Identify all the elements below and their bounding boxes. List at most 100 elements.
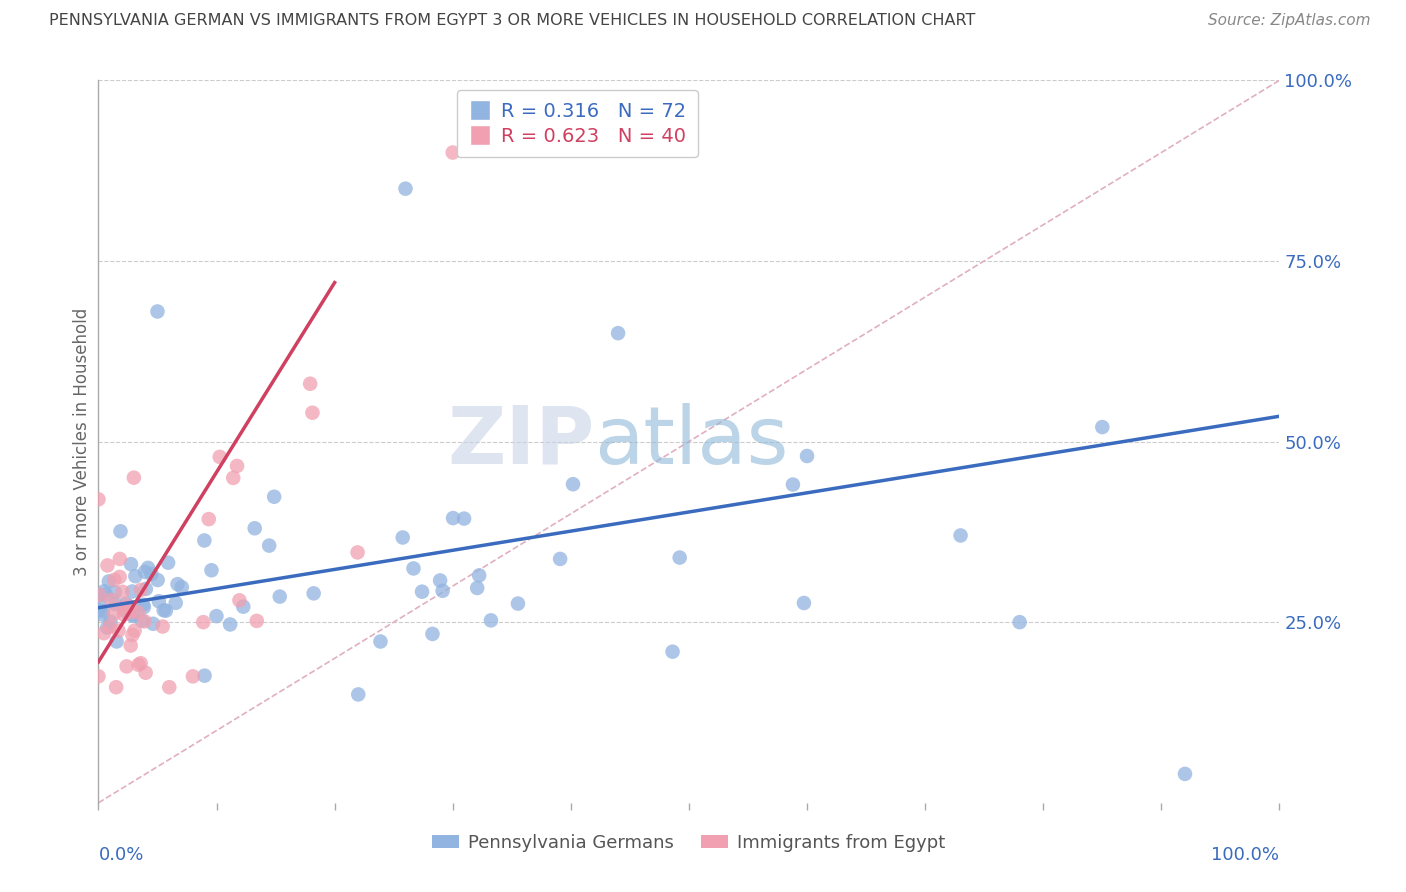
Point: [115, 659, 138, 673]
Point: [411, 584, 433, 599]
Point: [104, 585, 127, 599]
Point: [103, 607, 125, 621]
Point: [668, 550, 690, 565]
Point: [302, 586, 325, 600]
Point: [949, 528, 972, 542]
Point: [607, 326, 630, 340]
Point: [506, 597, 529, 611]
Point: [796, 449, 818, 463]
Point: [121, 584, 143, 599]
Point: [114, 604, 136, 618]
Point: [127, 605, 149, 619]
Point: [108, 570, 131, 584]
Point: [205, 609, 228, 624]
Y-axis label: 3 or more Vehicles in Household: 3 or more Vehicles in Household: [73, 308, 91, 575]
Point: [91, 607, 114, 622]
Point: [120, 557, 142, 571]
Point: [100, 593, 122, 607]
Point: [194, 668, 217, 682]
Point: [146, 573, 169, 587]
Point: [222, 471, 245, 485]
Text: 0.0%: 0.0%: [98, 847, 143, 864]
Point: [124, 624, 146, 638]
Point: [453, 511, 475, 525]
Point: [1174, 767, 1197, 781]
Point: [301, 406, 323, 420]
Point: [562, 477, 585, 491]
Point: [263, 490, 285, 504]
Point: [87, 492, 110, 507]
Point: [104, 597, 127, 611]
Point: [135, 665, 157, 680]
Point: [1008, 615, 1031, 630]
Point: [129, 657, 152, 671]
Point: [93, 626, 115, 640]
Point: [105, 680, 128, 694]
Point: [115, 599, 138, 613]
Point: [208, 450, 231, 464]
Point: [136, 561, 159, 575]
Point: [87, 603, 110, 617]
Point: [89, 588, 111, 602]
Point: [219, 617, 242, 632]
Point: [157, 680, 180, 694]
Point: [87, 669, 110, 683]
Point: [124, 569, 146, 583]
Point: [166, 577, 188, 591]
Point: [132, 600, 155, 615]
Point: [107, 624, 129, 638]
Point: [402, 561, 425, 575]
Point: [132, 598, 155, 612]
Point: [129, 582, 152, 597]
Point: [465, 581, 488, 595]
Point: [90, 599, 112, 614]
Point: [112, 607, 135, 622]
Point: [1091, 420, 1114, 434]
Point: [200, 563, 222, 577]
Point: [548, 552, 571, 566]
Point: [232, 599, 254, 614]
Point: [148, 594, 170, 608]
Point: [782, 477, 804, 491]
Legend: Pennsylvania Germans, Immigrants from Egypt: Pennsylvania Germans, Immigrants from Eg…: [425, 826, 953, 859]
Point: [269, 590, 291, 604]
Point: [128, 657, 150, 672]
Point: [429, 574, 451, 588]
Point: [120, 639, 142, 653]
Point: [135, 582, 157, 596]
Point: [134, 615, 156, 629]
Text: Source: ZipAtlas.com: Source: ZipAtlas.com: [1208, 13, 1371, 29]
Point: [441, 511, 464, 525]
Point: [243, 521, 266, 535]
Point: [96, 621, 118, 635]
Point: [257, 539, 280, 553]
Point: [370, 634, 392, 648]
Text: ZIP: ZIP: [447, 402, 595, 481]
Point: [468, 568, 491, 582]
Point: [347, 687, 370, 701]
Point: [299, 376, 322, 391]
Point: [97, 574, 120, 589]
Point: [142, 616, 165, 631]
Point: [115, 597, 138, 611]
Point: [146, 304, 169, 318]
Point: [93, 584, 115, 599]
Point: [122, 470, 145, 484]
Point: [155, 604, 177, 618]
Point: [110, 524, 132, 539]
Point: [422, 627, 444, 641]
Point: [246, 614, 269, 628]
Text: 100.0%: 100.0%: [1212, 847, 1279, 864]
Point: [193, 533, 215, 548]
Point: [181, 669, 204, 683]
Point: [134, 565, 156, 579]
Point: [394, 182, 416, 196]
Text: PENNSYLVANIA GERMAN VS IMMIGRANTS FROM EGYPT 3 OR MORE VEHICLES IN HOUSEHOLD COR: PENNSYLVANIA GERMAN VS IMMIGRANTS FROM E…: [49, 13, 976, 29]
Point: [346, 545, 368, 559]
Point: [193, 615, 215, 630]
Point: [152, 619, 174, 633]
Text: atlas: atlas: [595, 402, 789, 481]
Point: [103, 573, 125, 587]
Point: [96, 558, 118, 573]
Point: [105, 634, 128, 648]
